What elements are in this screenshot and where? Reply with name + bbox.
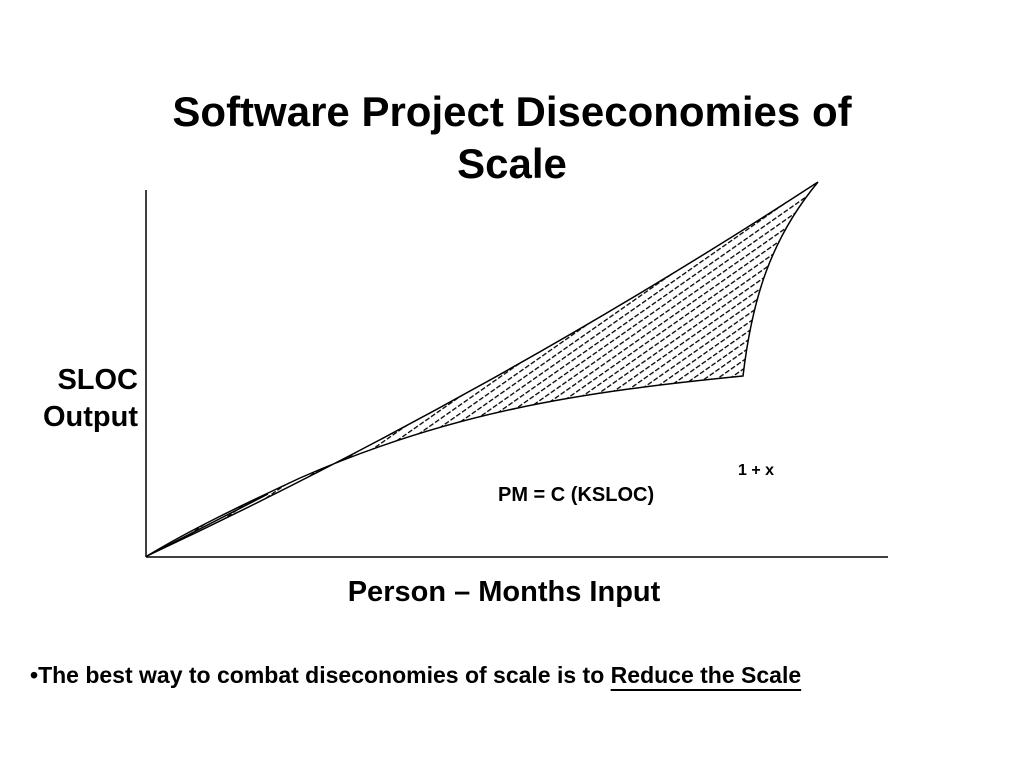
formula-exponent: 1 + x bbox=[738, 462, 775, 479]
y-axis-label-line2: Output bbox=[42, 401, 138, 433]
bullet-marker: • bbox=[30, 662, 39, 688]
bullet-emphasis: Reduce the Scale bbox=[610, 662, 802, 688]
slide-title: Software Project Diseconomies of Scale bbox=[172, 88, 852, 187]
bullet-text: The best way to combat diseconomies of s… bbox=[38, 662, 611, 688]
bullet-point: •The best way to combat diseconomies of … bbox=[30, 660, 801, 690]
x-axis-label: Person – Months Input bbox=[347, 576, 661, 608]
diseconomy-shaded-region bbox=[146, 181, 819, 557]
linear-reference-line bbox=[146, 493, 269, 557]
formula-base: PM = C (KSLOC) bbox=[498, 484, 655, 506]
y-axis-label: SLOC Output bbox=[20, 362, 138, 436]
y-axis-label-line1: SLOC bbox=[57, 364, 138, 396]
